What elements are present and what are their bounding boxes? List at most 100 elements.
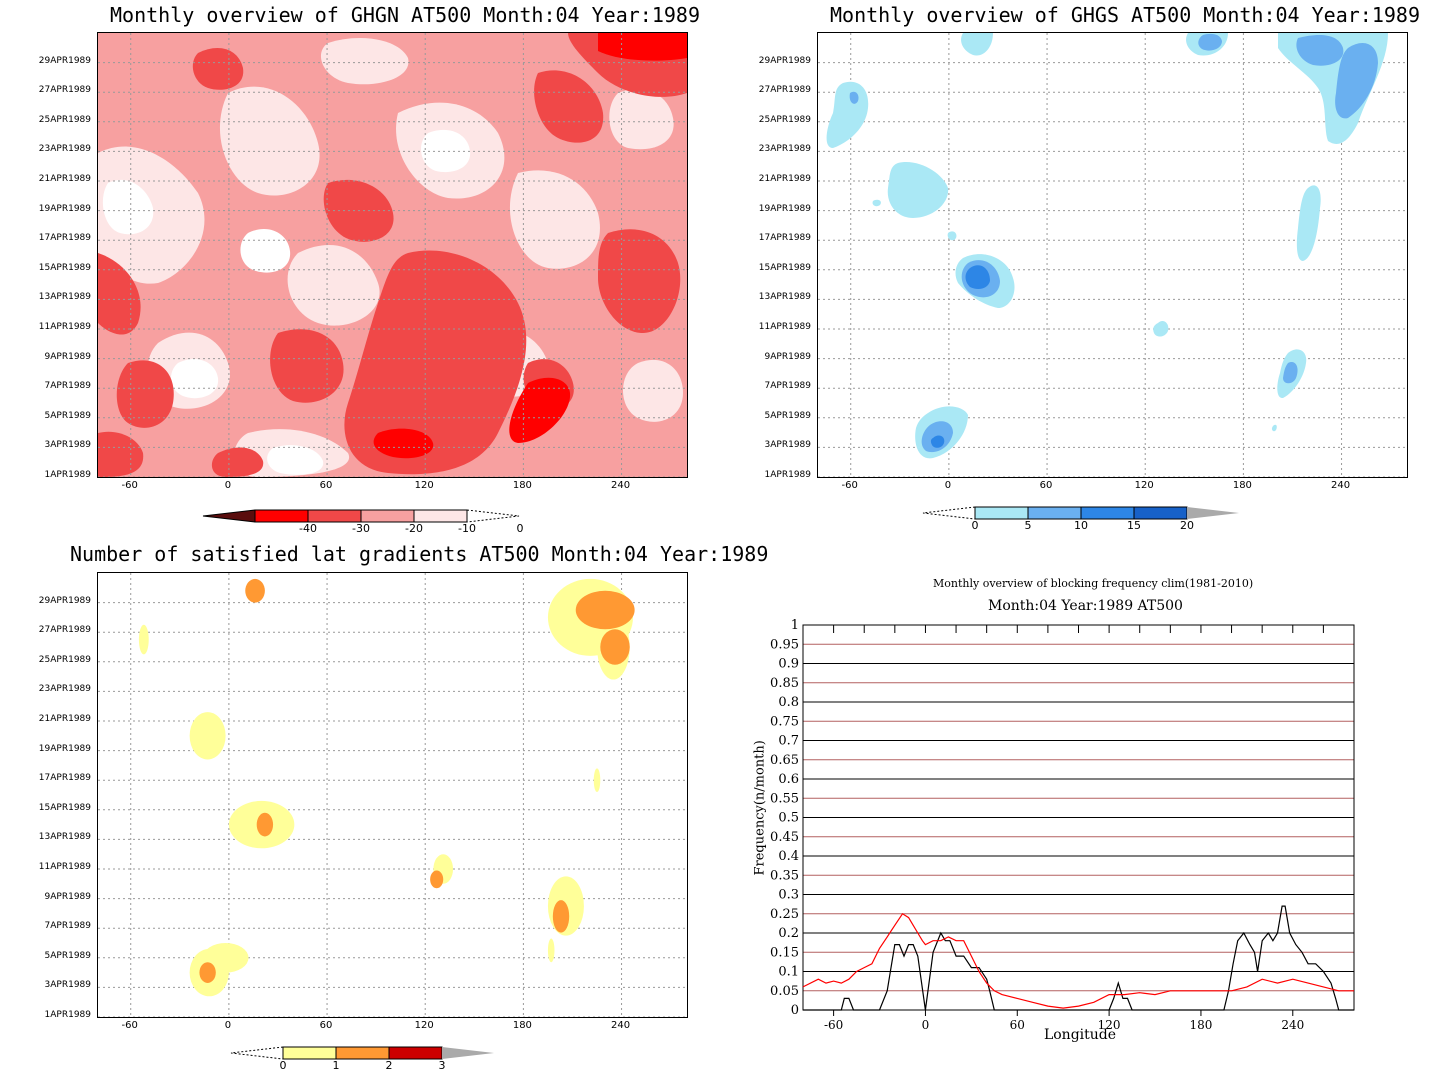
x-tick-label: -60 <box>121 1020 138 1031</box>
y-tick-label: 25APR1989 <box>38 114 91 125</box>
y-tick-label: 11APR1989 <box>38 322 91 332</box>
y-tick-label: 7APR1989 <box>44 381 91 392</box>
y-tick-label: 27APR1989 <box>38 625 91 636</box>
nsat-blob <box>245 578 265 603</box>
colorbar-label: 2 <box>386 1059 393 1069</box>
y-tick-label: 3APR1989 <box>764 440 811 451</box>
colorbar-segment <box>335 1046 390 1060</box>
freq-subtitle: Month:04 Year:1989 AT500 <box>988 598 1183 614</box>
colorbar-segment <box>282 1046 337 1060</box>
freq-plot: 0 0.05 0.1 0.15 0.2 0.25 0.3 0.35 0.4 0.45 0.5 0.55… <box>770 618 1355 1032</box>
y-tick-label: 13APR1989 <box>38 832 91 843</box>
y-tick-label: 1APR1989 <box>44 470 91 480</box>
freq-y-tick-label: 0.3 <box>778 888 799 903</box>
colorbar-segment <box>1133 506 1188 520</box>
freq-x-tick-label: 180 <box>1189 1018 1212 1032</box>
colorbar-label: -10 <box>458 522 476 532</box>
x-tick-label: 240 <box>1331 480 1351 491</box>
colorbar-label: 3 <box>439 1059 446 1069</box>
ghgs-plot <box>817 32 1408 478</box>
freq-y-tick-label: 0.55 <box>770 791 799 806</box>
nsat-blob <box>575 590 635 630</box>
x-tick-label: 120 <box>414 1020 434 1031</box>
freq-ylabel: Frequency(n/month) <box>752 740 768 876</box>
y-tick-label: 29APR1989 <box>38 595 91 606</box>
y-tick-label: 3APR1989 <box>44 980 91 991</box>
x-tick-label: 240 <box>611 480 631 491</box>
nsat-field <box>98 573 687 1017</box>
freq-y-tick-label: 0.25 <box>770 907 799 922</box>
freq-y-tick-label: 0.2 <box>778 926 799 941</box>
freq-y-tick-label: 0.5 <box>778 811 799 826</box>
colorbar-left-arrow <box>202 509 256 523</box>
freq-y-tick-label: 0.35 <box>770 868 799 883</box>
x-tick-label: 0 <box>224 1020 232 1031</box>
nsat-blob <box>199 962 216 983</box>
colorbar-left-arrow <box>922 506 976 520</box>
y-tick-label: 5APR1989 <box>44 950 91 961</box>
colorbar-label: 5 <box>1025 519 1032 529</box>
freq-x-tick-label: -60 <box>824 1018 843 1032</box>
freq-y-tick-label: 0.95 <box>770 637 799 652</box>
colorbar-label: 20 <box>1180 519 1194 529</box>
y-tick-label: 7APR1989 <box>44 921 91 932</box>
nsat-blob <box>256 812 274 837</box>
y-tick-label: 17APR1989 <box>38 233 91 244</box>
ghgn-colorbar: -40 -30 -20 -10 0 <box>202 509 524 532</box>
colorbar-label: -30 <box>352 522 370 532</box>
y-tick-label: 17APR1989 <box>758 233 811 244</box>
x-tick-label: 0 <box>224 480 232 491</box>
y-tick-label: 15APR1989 <box>38 802 91 813</box>
colorbar-label: -20 <box>405 522 423 532</box>
freq-xlabel: Longitude <box>1043 1027 1117 1043</box>
x-tick-label: -60 <box>121 480 138 491</box>
x-tick-label: 120 <box>414 480 434 491</box>
y-tick-label: 11APR1989 <box>38 862 91 872</box>
colorbar-segment <box>413 509 468 523</box>
x-tick-label: 180 <box>512 1020 532 1031</box>
y-tick-label: 25APR1989 <box>758 114 811 125</box>
x-tick-label: 60 <box>319 480 333 491</box>
y-tick-label: 19APR1989 <box>38 203 91 214</box>
y-tick-label: 17APR1989 <box>38 773 91 784</box>
freq-y-tick-label: 1 <box>791 618 799 633</box>
freq-y-tick-label: 0 <box>791 1003 799 1018</box>
y-tick-label: 19APR1989 <box>758 203 811 214</box>
x-tick-label: 60 <box>319 1020 333 1031</box>
y-tick-label: 1APR1989 <box>44 1010 91 1020</box>
y-tick-label: 3APR1989 <box>44 440 91 451</box>
y-tick-label: 7APR1989 <box>764 381 811 392</box>
y-tick-label: 27APR1989 <box>758 85 811 96</box>
y-tick-label: 27APR1989 <box>38 85 91 96</box>
y-tick-label: 29APR1989 <box>758 55 811 66</box>
nsat-blob <box>593 768 601 793</box>
ghgn-field <box>98 33 687 477</box>
colorbar-label: 0 <box>972 519 979 529</box>
ghgn-title: Monthly overview of GHGN AT500 Month:04 … <box>110 3 701 27</box>
y-tick-label: 9APR1989 <box>44 351 91 362</box>
freq-y-tick-label: 0.7 <box>778 734 799 749</box>
nsat-blob <box>189 712 226 760</box>
y-tick-label: 5APR1989 <box>44 410 91 421</box>
y-tick-label: 21APR1989 <box>38 174 91 184</box>
ghgs-colorbar: 0 5 10 15 20 <box>922 506 1239 529</box>
freq-x-tick-label: 0 <box>922 1018 930 1032</box>
y-tick-label: 15APR1989 <box>758 262 811 273</box>
x-tick-label: 60 <box>1039 480 1053 491</box>
freq-y-tick-label: 0.15 <box>770 945 799 960</box>
colorbar-segment <box>254 509 309 523</box>
ghgs-field <box>818 33 1407 477</box>
y-tick-label: 15APR1989 <box>38 262 91 273</box>
y-tick-label: 9APR1989 <box>44 891 91 902</box>
ghgn-plot <box>97 32 688 478</box>
freq-y-tick-label: 0.65 <box>770 753 799 768</box>
colorbar-segment <box>1080 506 1135 520</box>
colorbar-label: -40 <box>299 522 317 532</box>
y-tick-label: 23APR1989 <box>38 144 91 155</box>
freq-y-tick-label: 0.45 <box>770 830 799 845</box>
y-tick-label: 5APR1989 <box>764 410 811 421</box>
colorbar-label: 10 <box>1074 519 1088 529</box>
freq-y-tick-label: 0.6 <box>778 772 799 787</box>
nsat-blob <box>547 938 555 963</box>
x-tick-label: 0 <box>944 480 952 491</box>
